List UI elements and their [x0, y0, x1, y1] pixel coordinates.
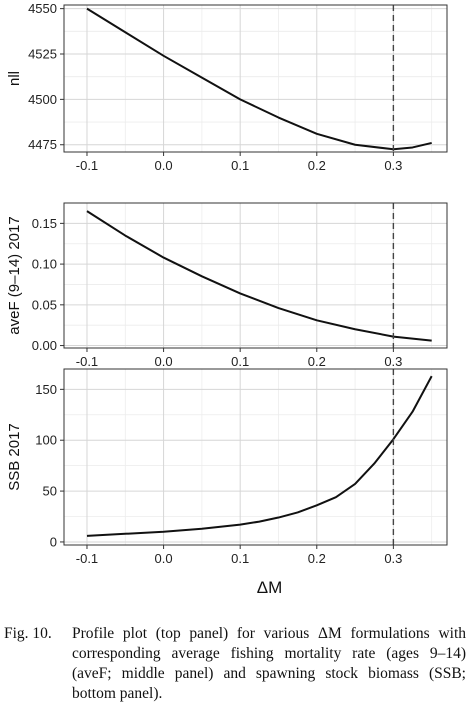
y-tick-label: 0.15: [32, 216, 57, 231]
x-tick-label: 0.0: [155, 158, 173, 173]
x-tick-label: 0.2: [308, 158, 326, 173]
x-tick-label: 0.0: [155, 551, 173, 566]
x-axis-title: ΔM: [257, 578, 283, 597]
x-tick-label: 0.2: [308, 551, 326, 566]
x-tick-label: 0.3: [384, 551, 402, 566]
y-tick-label: 4550: [28, 1, 57, 16]
x-tick-label: 0.2: [308, 354, 326, 369]
y-tick-label: 100: [35, 433, 57, 448]
plot-area: [64, 5, 447, 152]
x-tick-label: 0.1: [231, 158, 249, 173]
series-line: [86, 7, 432, 151]
y-tick-label: 150: [35, 382, 57, 397]
x-tick-label: -0.1: [76, 158, 98, 173]
x-tick-label: 0.3: [384, 158, 402, 173]
y-tick-label: 0.05: [32, 297, 57, 312]
y-tick-label: 4500: [28, 92, 57, 107]
nll-panel: -0.1 0.0 0.1 0.2 0.3 4475 4500 4525 4550 nll: [6, 1, 448, 173]
x-tick-label: -0.1: [76, 551, 98, 566]
plot-frame: [63, 368, 448, 546]
ssb-panel: -0.1 0.0 0.1 0.2 0.3 0 50 100 150 SSB 2017 ΔM: [6, 368, 448, 597]
x-tick-label: -0.1: [76, 354, 98, 369]
series-line: [86, 210, 432, 342]
x-tick-label: 0.1: [231, 354, 249, 369]
x-tick-label: 0.3: [384, 354, 402, 369]
y-axis-title: SSB 2017: [6, 423, 23, 491]
y-tick-label: 0.10: [32, 257, 57, 272]
y-tick-label: 0: [50, 534, 57, 549]
plot-frame: [63, 4, 448, 153]
avef-panel: -0.1 0.0 0.1 0.2 0.3 0.00 0.05 0.10 0.15 aveF (9–…: [6, 202, 448, 369]
plot-frame: [63, 202, 448, 349]
x-tick-label: 0.0: [155, 354, 173, 369]
x-tick-label: 0.1: [231, 551, 249, 566]
series-line: [86, 375, 433, 537]
plot-area: [64, 369, 447, 545]
figure: -0.1 0.0 0.1 0.2 0.3 4475 4500 4525 4550 nll -0.1 0…: [6, 1, 448, 597]
figure-caption: Fig. 10. Profile plot (top panel) for va…: [4, 624, 466, 704]
plot-area: [64, 203, 447, 348]
y-tick-label: 50: [43, 484, 57, 499]
y-axis-title: nll: [6, 71, 23, 86]
y-tick-label: 0.00: [32, 338, 57, 353]
caption-text: Profile plot (top panel) for various ΔM …: [72, 625, 466, 702]
y-tick-label: 4475: [28, 137, 57, 152]
caption-label: Fig. 10.: [4, 625, 52, 642]
y-axis-title: aveF (9–14) 2017: [6, 216, 23, 334]
y-tick-label: 4525: [28, 47, 57, 62]
